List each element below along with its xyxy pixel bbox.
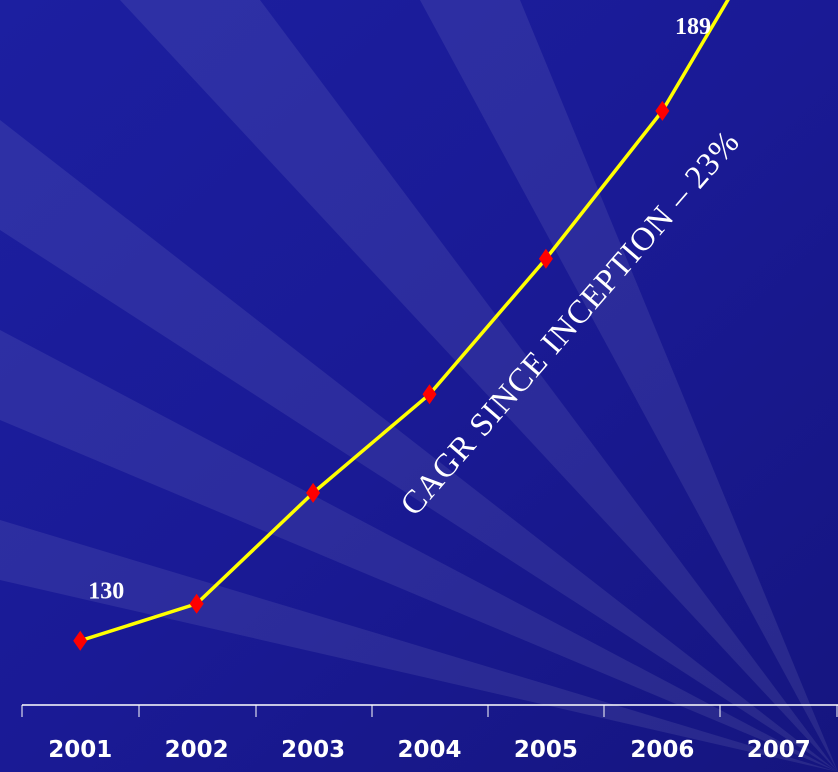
marker [422, 384, 437, 405]
marker [538, 248, 553, 269]
x-axis-ticks [21, 705, 838, 717]
x-tick-label: 2006 [630, 737, 694, 763]
marker [73, 630, 88, 651]
marker [655, 100, 670, 121]
x-tick-label: 2005 [514, 737, 578, 763]
series [73, 0, 730, 651]
x-tick-label: 2004 [397, 737, 461, 763]
x-tick-label: 2001 [48, 737, 112, 763]
x-tick-label: 2003 [281, 737, 345, 763]
x-tick-label: 2007 [747, 737, 811, 763]
marker [306, 482, 321, 503]
data-label: 189 [675, 14, 711, 40]
marker [189, 593, 204, 614]
data-label: 130 [88, 579, 124, 605]
x-tick-label: 2002 [165, 737, 229, 763]
